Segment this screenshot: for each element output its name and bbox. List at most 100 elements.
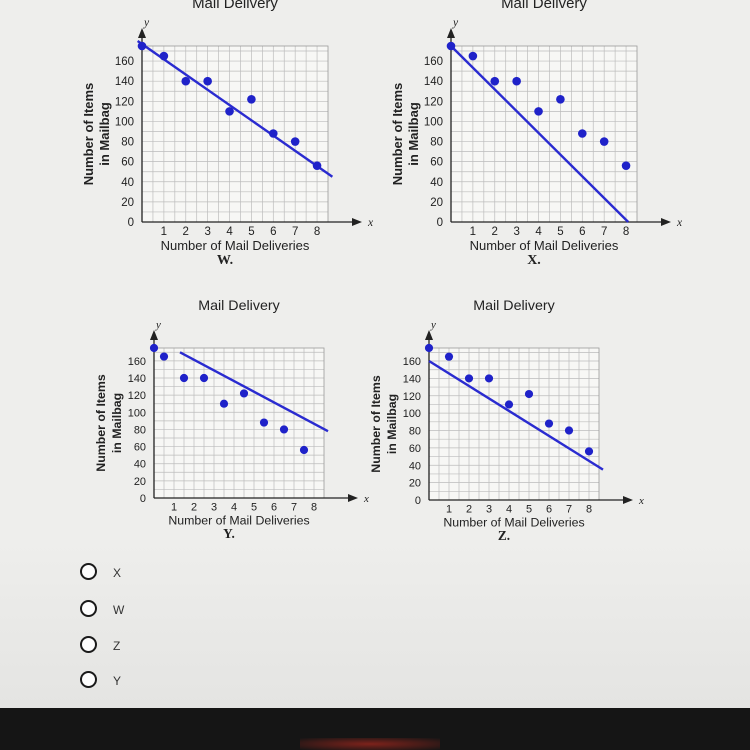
x-tick-label: 3 bbox=[211, 501, 217, 513]
option-label: X bbox=[113, 566, 122, 580]
trend-line bbox=[136, 39, 334, 178]
bottom-bar bbox=[0, 708, 750, 750]
data-point bbox=[299, 445, 309, 455]
trend-line bbox=[450, 45, 630, 223]
y-tick-label: 100 bbox=[424, 116, 443, 128]
option-label: Y bbox=[113, 674, 122, 688]
y-tick-label: 20 bbox=[430, 197, 443, 209]
radio-button[interactable] bbox=[80, 600, 97, 617]
y-axis-label-line: in Mailbag bbox=[97, 102, 112, 166]
x-tick-label: 1 bbox=[171, 501, 177, 513]
data-point bbox=[534, 107, 543, 116]
option-y[interactable]: Y bbox=[80, 671, 240, 699]
data-point bbox=[544, 419, 554, 428]
y-axis-label-line: Number of Items bbox=[94, 374, 108, 472]
plot-area bbox=[142, 46, 328, 222]
y-axis-arrow bbox=[447, 28, 455, 38]
data-point bbox=[137, 41, 147, 51]
x-axis-arrow bbox=[661, 218, 671, 226]
y-tick-label: 140 bbox=[115, 76, 134, 88]
x-tick-label: 5 bbox=[248, 226, 254, 238]
option-w[interactable]: W bbox=[80, 600, 240, 628]
x-tick-label: 7 bbox=[601, 226, 607, 238]
x-tick-label: 6 bbox=[579, 226, 585, 238]
x-axis-label: Number of Mail Deliveries bbox=[443, 516, 584, 530]
data-point bbox=[219, 399, 229, 408]
y-axis-arrow bbox=[425, 330, 433, 340]
y-tick-label: 140 bbox=[128, 373, 146, 385]
y-axis-letter: y bbox=[430, 319, 436, 331]
x-tick-label: 2 bbox=[183, 226, 189, 238]
x-axis-arrow bbox=[352, 218, 362, 226]
x-tick-label: 8 bbox=[311, 501, 317, 513]
x-tick-label: 1 bbox=[446, 503, 452, 515]
data-point bbox=[159, 51, 169, 61]
data-point bbox=[181, 76, 191, 86]
x-tick-label: 4 bbox=[231, 501, 237, 513]
data-point bbox=[556, 95, 565, 104]
y-axis-label-line: in Mailbag bbox=[385, 394, 399, 454]
y-tick-label: 80 bbox=[121, 137, 134, 149]
data-point bbox=[484, 374, 494, 383]
y-tick-label: 40 bbox=[430, 177, 443, 189]
option-z[interactable]: Z bbox=[80, 636, 240, 664]
option-x[interactable]: X bbox=[80, 563, 240, 591]
x-tick-label: 6 bbox=[546, 503, 552, 515]
y-tick-label: 140 bbox=[403, 373, 421, 385]
data-point bbox=[490, 76, 500, 86]
trend-line bbox=[179, 351, 329, 433]
y-tick-label: 120 bbox=[403, 391, 421, 403]
y-axis-label-line: Number of Items bbox=[369, 375, 383, 473]
data-point bbox=[504, 400, 514, 409]
y-tick-label: 40 bbox=[409, 460, 421, 472]
data-point bbox=[179, 373, 189, 383]
x-tick-label: 4 bbox=[226, 226, 233, 238]
x-tick-label: 5 bbox=[557, 226, 563, 238]
y-axis-label: Number of Itemsin Mailbag bbox=[390, 83, 421, 186]
y-axis-letter: y bbox=[143, 17, 150, 29]
chart-title: Mail Delivery bbox=[198, 298, 280, 314]
chart-title: Mail Delivery bbox=[192, 0, 278, 12]
radio-button[interactable] bbox=[80, 563, 97, 580]
y-tick-label: 160 bbox=[128, 356, 146, 368]
x-axis-label: Number of Mail Deliveries bbox=[168, 514, 309, 528]
y-axis-label: Number of Itemsin Mailbag bbox=[81, 83, 112, 186]
x-tick-label: 5 bbox=[251, 501, 257, 513]
chart-title: Mail Delivery bbox=[473, 298, 555, 314]
x-tick-label: 8 bbox=[623, 226, 629, 238]
x-axis-letter: x bbox=[676, 217, 683, 229]
data-point bbox=[312, 161, 322, 170]
data-point bbox=[279, 425, 289, 434]
data-point bbox=[149, 343, 159, 353]
x-tick-label: 1 bbox=[470, 226, 476, 238]
data-point bbox=[225, 107, 234, 116]
y-tick-label: 80 bbox=[430, 137, 443, 149]
y-tick-label: 0 bbox=[140, 493, 146, 505]
y-tick-label: 140 bbox=[424, 76, 443, 88]
y-tick-label: 160 bbox=[403, 356, 421, 368]
radio-button[interactable] bbox=[80, 636, 97, 653]
data-point bbox=[268, 129, 278, 138]
y-axis-label-line: Number of Items bbox=[81, 83, 96, 186]
y-tick-label: 100 bbox=[403, 408, 421, 420]
data-point bbox=[577, 129, 587, 138]
x-tick-label: 8 bbox=[586, 503, 592, 515]
y-tick-label: 160 bbox=[424, 56, 443, 68]
x-tick-label: 1 bbox=[161, 226, 167, 238]
y-tick-label: 40 bbox=[134, 459, 146, 471]
y-tick-label: 0 bbox=[415, 495, 421, 507]
y-tick-label: 0 bbox=[128, 217, 134, 229]
bottom-glow bbox=[300, 738, 440, 750]
y-axis-label-line: Number of Items bbox=[390, 83, 405, 186]
y-tick-label: 120 bbox=[115, 96, 134, 108]
y-tick-label: 120 bbox=[424, 96, 443, 108]
panel-label: W. bbox=[217, 253, 233, 268]
radio-button[interactable] bbox=[80, 671, 97, 688]
y-tick-label: 80 bbox=[134, 424, 146, 436]
y-tick-label: 60 bbox=[430, 157, 443, 169]
page-background bbox=[0, 540, 750, 710]
